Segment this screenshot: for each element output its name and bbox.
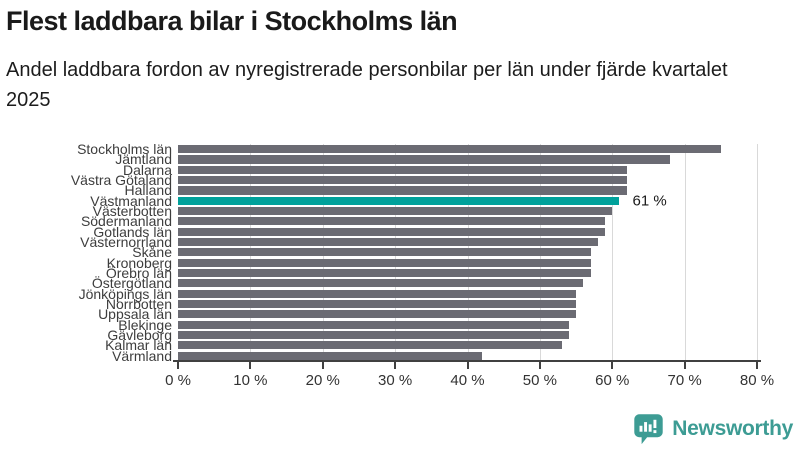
y-axis-label: Jämtland: [115, 151, 172, 168]
bar-row: [178, 206, 757, 216]
bar: [178, 341, 562, 350]
tick-label: 50 %: [522, 372, 557, 389]
tick-label: 60 %: [595, 372, 630, 389]
y-axis-label: Örebro län: [105, 264, 172, 281]
bar-row: [178, 154, 757, 164]
tick-label: 80 %: [739, 372, 775, 389]
newsworthy-logo: Newsworthy: [632, 412, 793, 445]
y-axis-label: Uppsala län: [98, 306, 172, 323]
bar-row: [178, 340, 757, 350]
bar-row: [178, 299, 757, 309]
bar: [178, 289, 577, 298]
bar-row: [178, 216, 757, 226]
y-axis-label: Dalarna: [122, 161, 172, 178]
bar: [178, 268, 591, 278]
y-axis-label: Västernorrland: [80, 233, 172, 250]
tick-mark: [321, 362, 324, 369]
tick-mark: [611, 362, 614, 369]
bar: [178, 299, 577, 309]
y-axis-label: Norrbotten: [105, 295, 172, 312]
y-axis-label: Stockholms län: [77, 141, 172, 157]
bar-row: [178, 227, 757, 237]
bar-row: [178, 289, 757, 299]
bar: [178, 206, 613, 216]
y-axis-label: Skåne: [132, 244, 172, 261]
bar: [178, 351, 482, 360]
bar-row: [178, 144, 757, 154]
bar-row: [178, 175, 757, 185]
tick-mark: [683, 362, 686, 369]
tick-label: 30 %: [378, 372, 413, 389]
gridline: [684, 144, 686, 361]
tick-mark: [249, 362, 252, 369]
bar: [178, 155, 671, 164]
bar: [178, 320, 569, 329]
y-axis-label: Västmanland: [90, 192, 172, 209]
bar: [178, 217, 605, 226]
brand-name: Newsworthy: [672, 416, 793, 440]
tick-mark: [538, 362, 541, 369]
newsworthy-speech-bubble-chart-icon: [634, 414, 664, 445]
x-axis-line: [173, 360, 761, 362]
chart-subtitle: Andel laddbara fordon av nyregistrerade …: [6, 59, 728, 111]
bar: [178, 279, 584, 288]
highlight-value-label: 61 %: [632, 192, 667, 210]
bar: [178, 237, 598, 247]
bar: [178, 330, 569, 340]
bar-row: [178, 258, 757, 268]
y-axis-label: Värmland: [112, 347, 172, 364]
tick-mark: [466, 362, 469, 369]
page-title: Flest laddbara bilar i Stockholms län: [6, 6, 458, 36]
bar: [178, 175, 627, 185]
bar-row: [178, 185, 757, 195]
bar-row: [178, 237, 757, 247]
plot-area: 61 %: [178, 144, 758, 361]
y-axis-label: Östergötland: [91, 275, 172, 292]
y-axis-label: Jönköpings län: [78, 285, 172, 302]
bar: [178, 186, 627, 195]
bar-row: [178, 309, 757, 319]
bar-row: [178, 330, 757, 340]
tick-mark: [394, 362, 397, 369]
bar-row: [178, 268, 757, 278]
bar-row: [178, 320, 757, 330]
y-axis-label: Kalmar län: [105, 337, 172, 354]
bar-row: [178, 196, 757, 206]
bar-row: [178, 165, 757, 175]
y-axis-label: Kronoberg: [106, 254, 172, 271]
y-axis-label: Västra Götaland: [70, 171, 172, 188]
bar: [178, 258, 591, 267]
tick-mark: [177, 362, 179, 369]
tick-label: 20 %: [305, 372, 340, 389]
bar: [178, 227, 605, 236]
bar-row: [178, 278, 757, 288]
bar: [178, 145, 721, 154]
y-axis-label: Gävleborg: [107, 326, 172, 343]
y-axis-label: Västerbotten: [92, 202, 172, 219]
bar: [178, 248, 591, 257]
y-axis-labels: Stockholms län Jämtland Dalarna Västra Göta…: [0, 141, 172, 364]
bar-row: [178, 351, 757, 361]
x-axis: 0 % 10 % 20 % 30 % 40 % 50 % 60 % 70 % 80 %: [165, 362, 774, 396]
gridline: [612, 144, 614, 361]
y-axis-label: Halland: [124, 182, 172, 199]
tick-label: 70 %: [667, 372, 702, 389]
bar: [178, 310, 577, 319]
bar-row: [178, 247, 757, 257]
y-axis-label: Gotlands län: [93, 223, 172, 240]
bar-highlighted: [178, 196, 620, 205]
tick-label: 10 %: [233, 372, 268, 389]
bar: [178, 165, 627, 174]
tick-mark: [756, 362, 758, 369]
y-axis-label: Blekinge: [118, 316, 172, 333]
y-axis-label: Södermanland: [80, 213, 172, 230]
tick-label: 40 %: [450, 372, 485, 389]
tick-label: 0 %: [165, 372, 191, 389]
gridline: [757, 144, 758, 361]
